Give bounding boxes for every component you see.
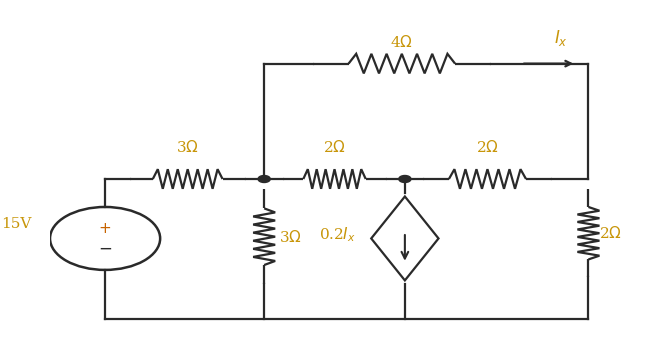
Text: 2$\Omega$: 2$\Omega$ [599,225,622,241]
Text: 4$\Omega$: 4$\Omega$ [390,34,413,50]
Text: 3$\Omega$: 3$\Omega$ [176,139,199,155]
Circle shape [258,175,270,183]
Text: −: − [98,240,112,257]
Circle shape [399,175,411,183]
Text: $I_x$: $I_x$ [554,28,568,48]
Text: 0.2$I_x$: 0.2$I_x$ [319,226,356,244]
Text: 3$\Omega$: 3$\Omega$ [280,229,302,245]
Text: +: + [99,221,111,236]
Text: 2$\Omega$: 2$\Omega$ [476,139,499,155]
Text: 15V: 15V [1,217,32,232]
Text: 2$\Omega$: 2$\Omega$ [323,139,346,155]
